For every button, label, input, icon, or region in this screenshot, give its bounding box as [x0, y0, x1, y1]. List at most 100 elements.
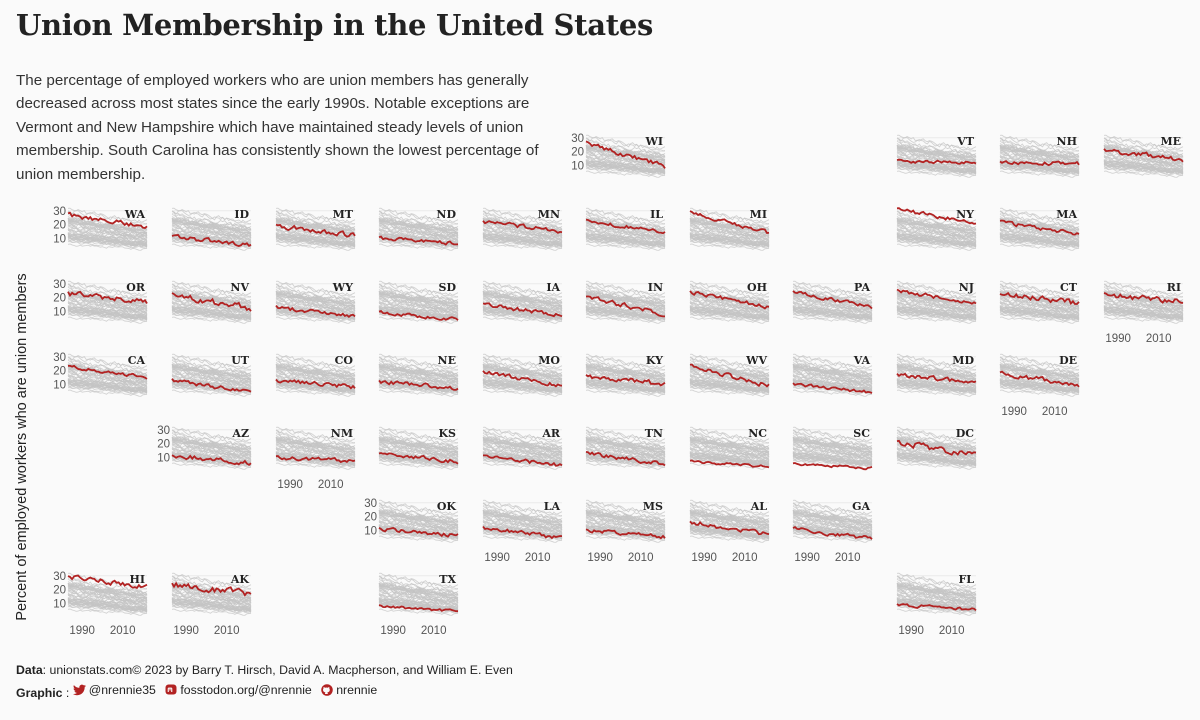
state-label: CA: [128, 354, 146, 367]
background-line: [999, 359, 1080, 388]
background-line: [275, 389, 356, 397]
state-label: KS: [438, 427, 456, 440]
background-line: [999, 298, 1080, 315]
panel-id: ID: [171, 207, 252, 251]
background-line: [585, 517, 666, 534]
y-tick-label: 10: [53, 306, 66, 318]
background-line: [999, 137, 1080, 151]
background-line: [275, 316, 356, 324]
background-line: [482, 316, 563, 324]
highlight-line-tx: [378, 604, 458, 613]
background-line: [999, 229, 1080, 243]
state-label: HI: [129, 573, 145, 586]
background-line: [378, 359, 459, 388]
x-tick-label: 2010: [214, 625, 240, 637]
background-line: [999, 311, 1080, 319]
background-line: [999, 168, 1080, 176]
background-line: [275, 387, 356, 395]
background-line: [1103, 316, 1184, 324]
highlight-line-nv: [171, 292, 252, 312]
background-line: [792, 499, 873, 517]
background-line: [68, 291, 148, 315]
background-line: [896, 353, 977, 371]
background-line: [171, 578, 252, 607]
background-line: [896, 243, 977, 251]
background-line: [792, 426, 873, 444]
background-line: [896, 462, 977, 470]
highlight-line-de: [999, 370, 1080, 388]
background-line: [585, 210, 666, 224]
background-line: [275, 283, 356, 297]
background-line: [896, 156, 977, 170]
background-line: [585, 316, 666, 324]
background-line: [378, 316, 459, 324]
background-line: [482, 207, 563, 225]
background-line: [482, 387, 563, 395]
highlight-line-la: [482, 525, 563, 540]
background-line: [585, 359, 666, 388]
background-line: [67, 578, 148, 607]
data-credit-label: Data: [16, 663, 43, 677]
background-line: [585, 314, 666, 322]
background-line: [585, 221, 666, 237]
background-line: [896, 594, 977, 608]
background-line: [172, 218, 252, 242]
background-line: [171, 356, 252, 370]
background-line: [482, 210, 563, 224]
data-credit: Data: unionstats.com© 2023 by Barry T. H…: [16, 661, 513, 681]
background-line: [378, 572, 459, 590]
x-tick-label: 1990: [794, 552, 820, 564]
background-line: [482, 432, 563, 461]
background-line: [378, 533, 459, 541]
background-line: [792, 509, 873, 524]
background-line: [999, 314, 1080, 322]
x-tick-label: 1990: [691, 552, 717, 564]
panel-co: CO: [275, 353, 356, 397]
background-line: [1103, 280, 1184, 298]
background-line: [999, 207, 1080, 225]
mastodon-link[interactable]: fosstodon.org/@nrennie: [165, 681, 312, 701]
background-line: [378, 229, 459, 243]
state-label: NV: [230, 281, 249, 294]
background-line: [585, 426, 666, 444]
background-line: [378, 286, 459, 315]
background-line: [897, 583, 977, 607]
background-line: [378, 460, 459, 468]
github-link[interactable]: nrennie: [321, 681, 377, 701]
background-line: [171, 429, 252, 443]
background-line: [689, 283, 770, 297]
background-line: [586, 510, 666, 534]
x-tick-label: 2010: [628, 552, 654, 564]
panel-ne: NE: [378, 353, 459, 397]
background-line: [585, 505, 666, 534]
background-line: [482, 513, 563, 529]
background-line: [689, 387, 770, 395]
background-line: [585, 207, 666, 225]
background-line: [275, 462, 356, 470]
background-line: [275, 243, 356, 251]
x-tick-label: 2010: [525, 552, 551, 564]
panel-ia: IA: [482, 280, 563, 324]
panel-ct: CT: [999, 280, 1080, 324]
background-line: [585, 429, 666, 443]
background-line: [275, 217, 356, 232]
background-line: [585, 521, 666, 535]
background-line: [999, 243, 1080, 251]
background-line: [482, 241, 563, 249]
y-tick-label: 20: [53, 585, 66, 597]
background-line: [585, 448, 666, 462]
background-line: [275, 356, 356, 370]
background-line: [276, 291, 356, 315]
background-line: [792, 367, 873, 383]
panel-ga: GA 1990 2010: [792, 499, 873, 564]
background-line: [896, 444, 977, 461]
background-line: [67, 606, 148, 614]
background-line: [275, 229, 356, 243]
x-tick-label: 1990: [587, 552, 613, 564]
twitter-link[interactable]: @nrennie35: [72, 681, 156, 701]
background-line: [896, 363, 977, 378]
background-line: [378, 280, 459, 298]
